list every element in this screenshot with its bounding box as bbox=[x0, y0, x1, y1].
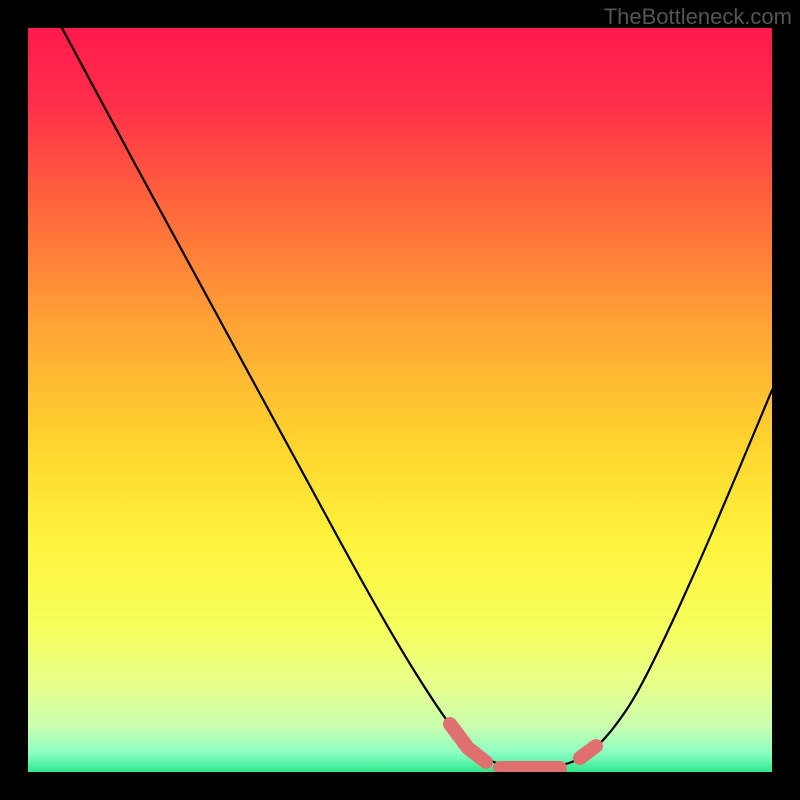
bottleneck-chart bbox=[0, 0, 800, 800]
optimal-mark-segment bbox=[580, 746, 596, 758]
watermark-label: TheBottleneck.com bbox=[604, 4, 792, 30]
chart-container: TheBottleneck.com bbox=[0, 0, 800, 800]
plot-area bbox=[28, 28, 772, 772]
